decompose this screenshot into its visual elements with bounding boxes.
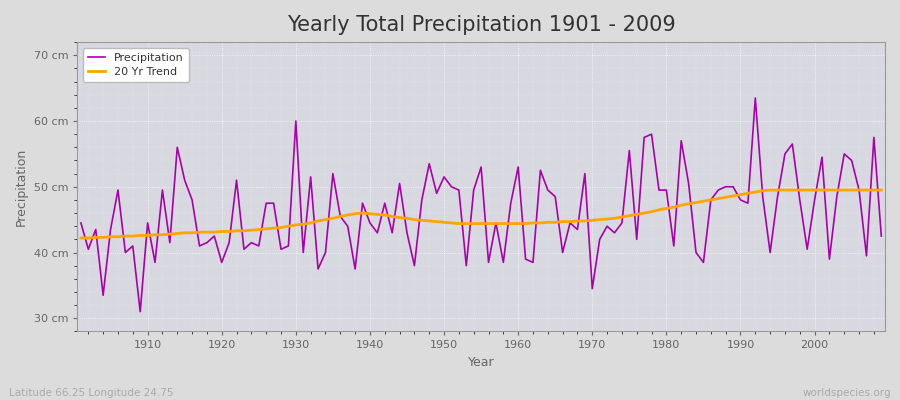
20 Yr Trend bbox=[76, 236, 86, 240]
Precipitation bbox=[513, 165, 524, 170]
Precipitation bbox=[876, 234, 886, 238]
Legend: Precipitation, 20 Yr Trend: Precipitation, 20 Yr Trend bbox=[83, 48, 189, 82]
20 Yr Trend bbox=[298, 222, 309, 227]
Title: Yearly Total Precipitation 1901 - 2009: Yearly Total Precipitation 1901 - 2009 bbox=[287, 15, 676, 35]
20 Yr Trend bbox=[342, 213, 353, 218]
Line: Precipitation: Precipitation bbox=[81, 98, 881, 312]
20 Yr Trend bbox=[876, 188, 886, 192]
Text: worldspecies.org: worldspecies.org bbox=[803, 388, 891, 398]
Y-axis label: Precipitation: Precipitation bbox=[15, 148, 28, 226]
20 Yr Trend bbox=[602, 216, 613, 221]
20 Yr Trend bbox=[513, 221, 524, 226]
20 Yr Trend bbox=[765, 188, 776, 192]
20 Yr Trend bbox=[135, 233, 146, 238]
Precipitation bbox=[76, 220, 86, 225]
Precipitation bbox=[350, 266, 361, 271]
Precipitation bbox=[609, 230, 620, 235]
Text: Latitude 66.25 Longitude 24.75: Latitude 66.25 Longitude 24.75 bbox=[9, 388, 174, 398]
Precipitation bbox=[305, 174, 316, 179]
Precipitation bbox=[520, 257, 531, 262]
X-axis label: Year: Year bbox=[468, 356, 494, 369]
Precipitation bbox=[142, 220, 153, 225]
Precipitation bbox=[135, 309, 146, 314]
20 Yr Trend bbox=[505, 221, 516, 226]
Precipitation bbox=[750, 96, 760, 100]
Line: 20 Yr Trend: 20 Yr Trend bbox=[81, 190, 881, 238]
